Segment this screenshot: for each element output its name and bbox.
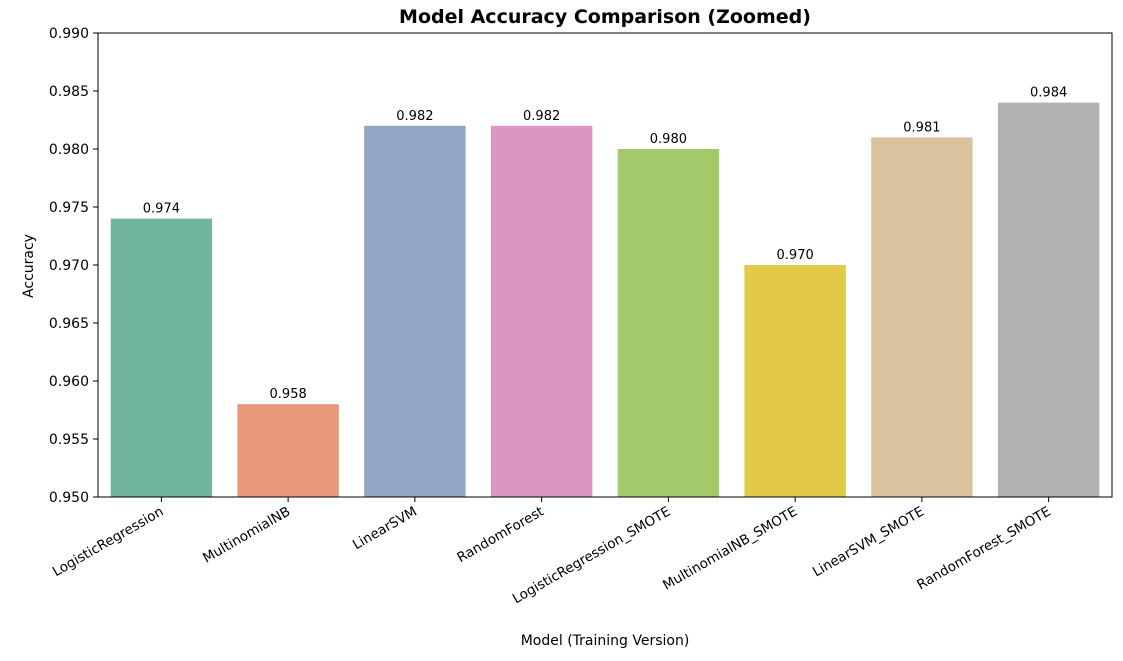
data-label: 0.958 (270, 387, 307, 402)
plot-area: 0.974 0.958 0.982 0.982 0.980 0.970 0.981 0.984 (110, 86, 1100, 498)
bar (490, 125, 593, 498)
chart-title: Model Accuracy Comparison (Zoomed) (399, 6, 811, 28)
data-label: 0.974 (143, 202, 180, 217)
y-tick-label: 0.990 (49, 26, 89, 42)
bar (617, 149, 720, 497)
y-tick-label: 0.980 (49, 142, 89, 158)
x-tick-label: LinearSVM (350, 504, 420, 554)
x-tick-label: MultinomialNB_SMOTE (660, 504, 800, 594)
x-axis: LogisticRegression MultinomialNB LinearSVM… (50, 497, 1054, 607)
bar (744, 265, 846, 497)
data-label: 0.982 (523, 109, 560, 124)
x-tick-label: LogisticRegression (50, 504, 166, 580)
y-tick-label: 0.950 (49, 490, 89, 506)
bar (997, 102, 1100, 497)
bar (110, 218, 213, 497)
y-tick-label: 0.975 (49, 200, 89, 216)
data-label: 0.984 (1030, 86, 1067, 101)
y-tick-label: 0.985 (49, 84, 89, 100)
data-label: 0.982 (396, 109, 433, 124)
x-axis-label: Model (Training Version) (521, 633, 690, 649)
bar (237, 404, 339, 497)
y-tick-label: 0.970 (49, 258, 89, 274)
y-tick-label: 0.960 (49, 374, 89, 390)
data-label: 0.981 (903, 120, 940, 135)
data-label: 0.980 (650, 132, 687, 147)
data-label: 0.970 (777, 248, 814, 263)
x-tick-label: LinearSVM_SMOTE (810, 504, 927, 581)
y-tick-label: 0.955 (49, 432, 89, 448)
bar (871, 137, 973, 497)
bar (364, 125, 466, 498)
x-tick-label: MultinomialNB (200, 504, 293, 567)
x-tick-label: RandomForest_SMOTE (914, 504, 1053, 594)
x-tick-label: RandomForest (454, 504, 546, 567)
y-axis-label: Accuracy (21, 234, 37, 298)
y-tick-label: 0.965 (49, 316, 89, 332)
y-axis: 0.950 0.955 0.960 0.965 0.970 0.975 0.980 0.985… (49, 26, 98, 506)
